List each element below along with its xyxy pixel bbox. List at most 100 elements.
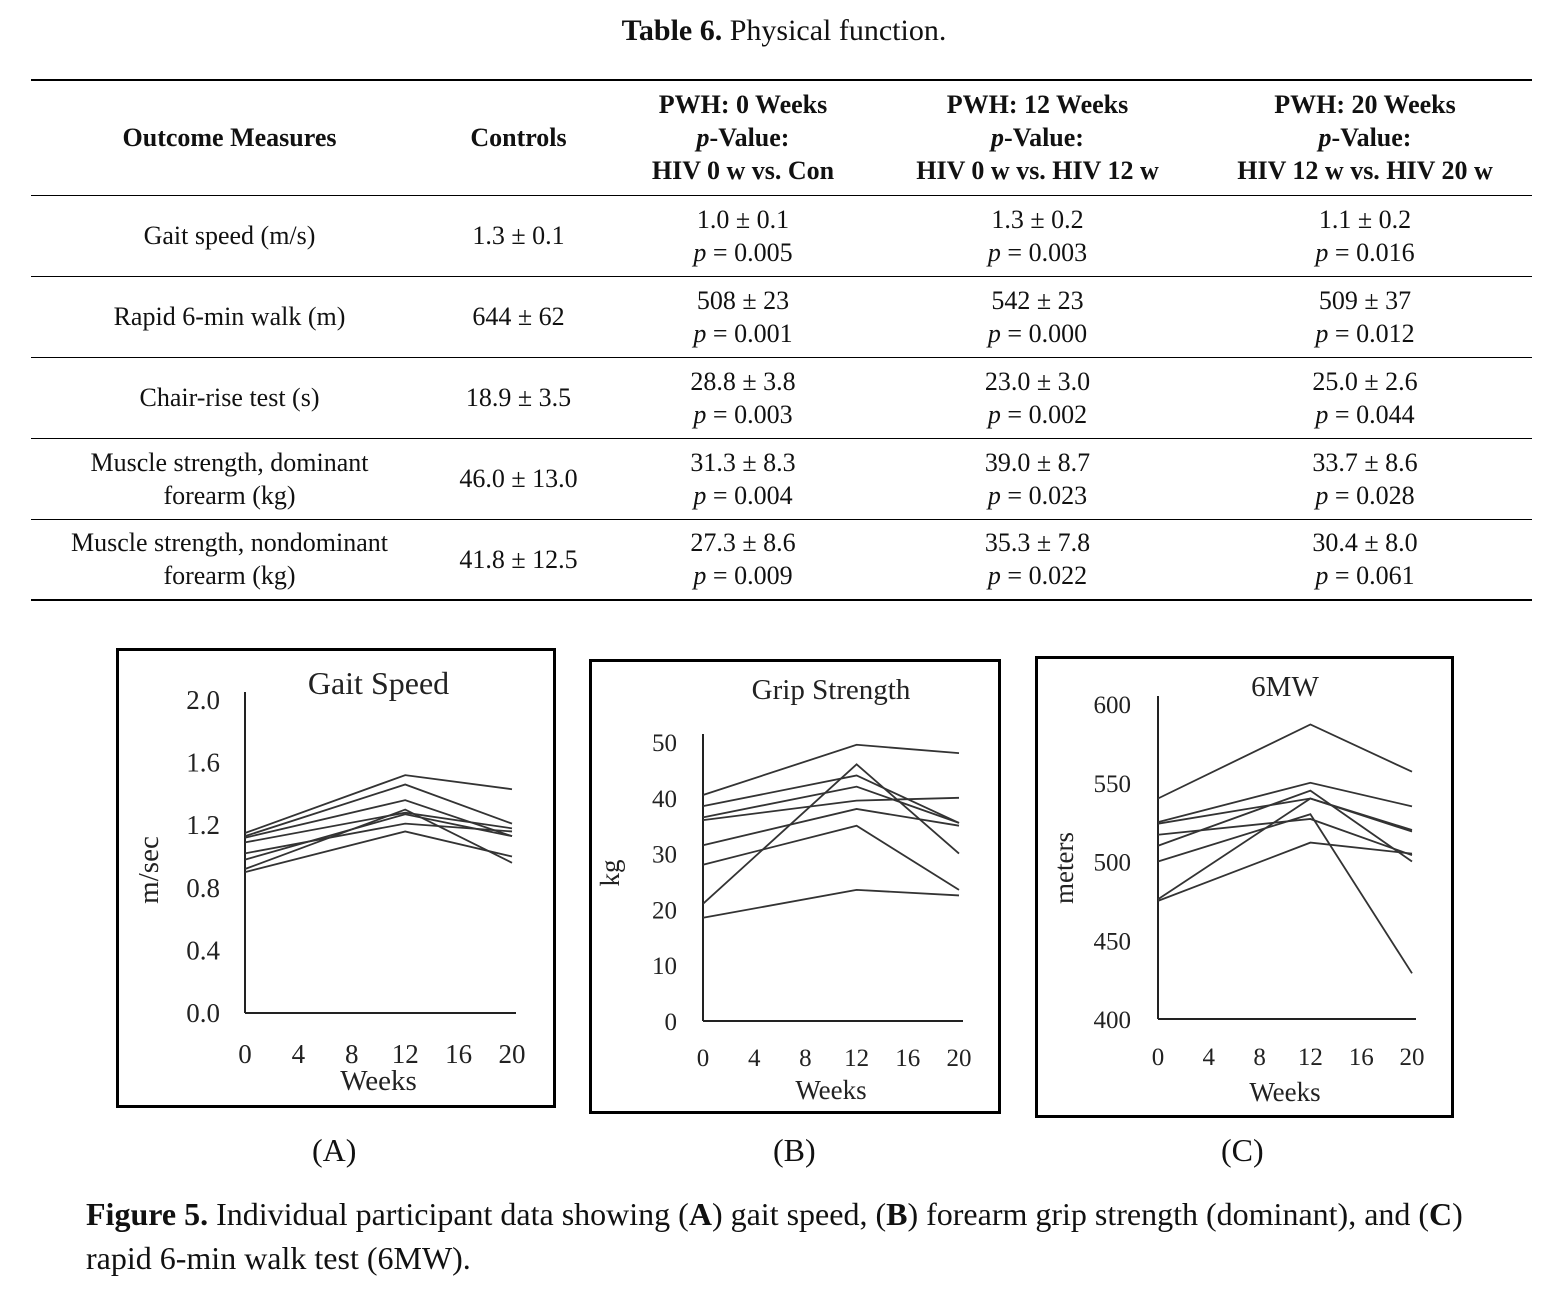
- table-row: Muscle strength, dominant forearm (kg) 46.…: [31, 438, 1532, 519]
- participant-line: [244, 811, 513, 844]
- x-tick-label: 16: [895, 1045, 920, 1072]
- y-tick-label: 0.0: [186, 998, 220, 1028]
- y-tick-label: 400: [1094, 1007, 1132, 1034]
- pwh-w12-cell: 542 ± 23 p = 0.000: [987, 285, 1088, 348]
- header-controls: Controls: [470, 123, 567, 153]
- outcome-measure-cell: Chair-rise test (s): [139, 383, 320, 412]
- table-row: Chair-rise test (s) 18.9 ± 3.5 28.8 ± 3.8 p…: [31, 357, 1532, 438]
- physical-function-table: Outcome Measures Controls PWH: 0 Weeks p…: [31, 79, 1532, 601]
- x-tick-label: 0: [697, 1045, 710, 1072]
- controls-cell: 18.9 ± 3.5: [465, 383, 572, 412]
- participant-line: [244, 813, 513, 861]
- x-tick-label: 16: [1349, 1044, 1374, 1071]
- x-tick-label: 20: [1400, 1044, 1425, 1071]
- table-title: Physical function.: [729, 14, 947, 47]
- x-tick-label: 12: [392, 1039, 419, 1069]
- chart-frame: [1035, 656, 1454, 1118]
- y-tick-label: 20: [652, 897, 677, 924]
- y-axis-label: meters: [1049, 832, 1079, 904]
- six-minute-walk-chart: 6MW 400 450 500 550 600 0 4 8 12 16 20 Weeks meters: [1035, 656, 1454, 1118]
- y-tick-label: 10: [652, 953, 677, 980]
- chart-frame: [116, 648, 556, 1108]
- participant-line: [702, 824, 960, 891]
- x-tick-label: 12: [844, 1045, 869, 1072]
- x-tick-label: 20: [499, 1039, 526, 1069]
- x-tick-label: 8: [799, 1045, 812, 1072]
- pwh-w20-cell: 30.4 ± 8.0 p = 0.061: [1312, 528, 1418, 591]
- x-tick-label: 8: [345, 1039, 359, 1069]
- x-tick-label: 20: [947, 1045, 972, 1072]
- table-caption: Table 6. Physical function.: [0, 14, 1568, 48]
- chart-title: Gait Speed: [308, 665, 449, 701]
- table-row: Gait speed (m/s) 1.3 ± 0.1 1.0 ± 0.1 p = 0.…: [31, 195, 1532, 276]
- table-header-row: Outcome Measures Controls PWH: 0 Weeks p…: [31, 80, 1532, 195]
- figure-caption: Figure 5. Individual participant data sh…: [86, 1196, 1463, 1276]
- header-outcome: Outcome Measures: [122, 123, 337, 153]
- outcome-measure-cell: Muscle strength, dominant forearm (kg): [90, 447, 369, 510]
- header-pwh12: PWH: 12 Weeks p-Value: HIV 0 w vs. HIV 1…: [916, 90, 1159, 186]
- participant-line: [244, 830, 513, 874]
- panel-label-c: (C): [1221, 1132, 1264, 1168]
- pwh-w20-cell: 509 ± 37 p = 0.012: [1315, 285, 1415, 348]
- x-tick-label: 4: [292, 1039, 306, 1069]
- pwh-w0-cell: 31.3 ± 8.3 p = 0.004: [690, 447, 796, 510]
- participant-line: [1157, 797, 1413, 901]
- y-tick-label: 0.4: [186, 935, 220, 965]
- pwh-w12-cell: 39.0 ± 8.7 p = 0.023: [984, 447, 1091, 510]
- gait-speed-chart: Gait Speed 0.0 0.4 0.8 1.2 1.6 2.0 0 4 8 12 16 20 Wee…: [116, 648, 556, 1108]
- y-axis-label: kg: [595, 860, 625, 887]
- participant-line: [1157, 723, 1413, 800]
- chart-title: 6MW: [1251, 671, 1319, 703]
- header-pwh0: PWH: 0 Weeks p-Value: HIV 0 w vs. Con: [651, 90, 835, 186]
- participant-line: [1157, 781, 1413, 823]
- participant-line: [702, 796, 960, 822]
- y-tick-label: 0.8: [186, 873, 220, 903]
- x-axis-label: Weeks: [795, 1075, 866, 1105]
- y-tick-label: 1.6: [186, 748, 220, 778]
- x-tick-label: 16: [445, 1039, 472, 1069]
- table-label: Table 6.: [621, 14, 723, 47]
- pwh-w12-cell: 1.3 ± 0.2 p = 0.003: [987, 204, 1088, 267]
- participant-line: [1157, 818, 1413, 857]
- pwh-w20-cell: 1.1 ± 0.2 p = 0.016: [1315, 204, 1415, 267]
- x-tick-label: 0: [1152, 1044, 1165, 1071]
- participant-line: [244, 774, 513, 834]
- x-tick-label: 0: [238, 1039, 252, 1069]
- pwh-w0-cell: 508 ± 23 p = 0.001: [693, 285, 793, 348]
- participant-line: [244, 783, 513, 838]
- outcome-measure-cell: Gait speed (m/s): [143, 221, 316, 250]
- participant-line: [1157, 789, 1413, 863]
- table-row: Muscle strength, nondominant forearm (kg)…: [31, 519, 1532, 600]
- participant-line: [702, 743, 960, 796]
- x-tick-label: 12: [1298, 1044, 1323, 1071]
- grip-strength-chart: Grip Strength 0 10 20 30 40 50 0 4 8 12 16 20 Weeks kg: [589, 659, 1001, 1114]
- pwh-w12-cell: 23.0 ± 3.0 p = 0.002: [984, 366, 1091, 429]
- pwh-w20-cell: 25.0 ± 2.6 p = 0.044: [1312, 366, 1418, 429]
- y-tick-label: 50: [652, 730, 677, 757]
- participant-line: [702, 774, 960, 824]
- participant-line: [702, 888, 960, 919]
- y-axis-label: m/sec: [133, 836, 165, 904]
- header-pwh20: PWH: 20 Weeks p-Value: HIV 12 w vs. HIV …: [1237, 90, 1493, 186]
- y-tick-label: 40: [652, 786, 677, 813]
- table-row: Rapid 6-min walk (m) 644 ± 62 508 ± 23 p = …: [31, 276, 1532, 357]
- participant-line: [1157, 813, 1413, 974]
- participant-line: [244, 799, 513, 839]
- outcome-measure-cell: Rapid 6-min walk (m): [113, 302, 346, 331]
- y-tick-label: 450: [1094, 928, 1132, 955]
- controls-cell: 644 ± 62: [472, 302, 565, 331]
- participant-line: [702, 763, 960, 905]
- participant-line: [702, 808, 960, 847]
- outcome-measure-cell: Muscle strength, nondominant forearm (kg): [70, 528, 388, 591]
- participant-line: [1157, 841, 1413, 902]
- chart-frame: [589, 659, 1001, 1114]
- chart-title: Grip Strength: [752, 674, 911, 706]
- x-tick-label: 4: [1203, 1044, 1216, 1071]
- pwh-w12-cell: 35.3 ± 7.8 p = 0.022: [984, 528, 1091, 591]
- y-tick-label: 500: [1094, 850, 1132, 877]
- participant-line: [702, 785, 960, 824]
- y-tick-label: 2.0: [186, 685, 220, 715]
- pwh-w20-cell: 33.7 ± 8.6 p = 0.028: [1312, 447, 1418, 510]
- figure-label: Figure 5.: [86, 1196, 209, 1232]
- x-axis-label: Weeks: [340, 1065, 417, 1097]
